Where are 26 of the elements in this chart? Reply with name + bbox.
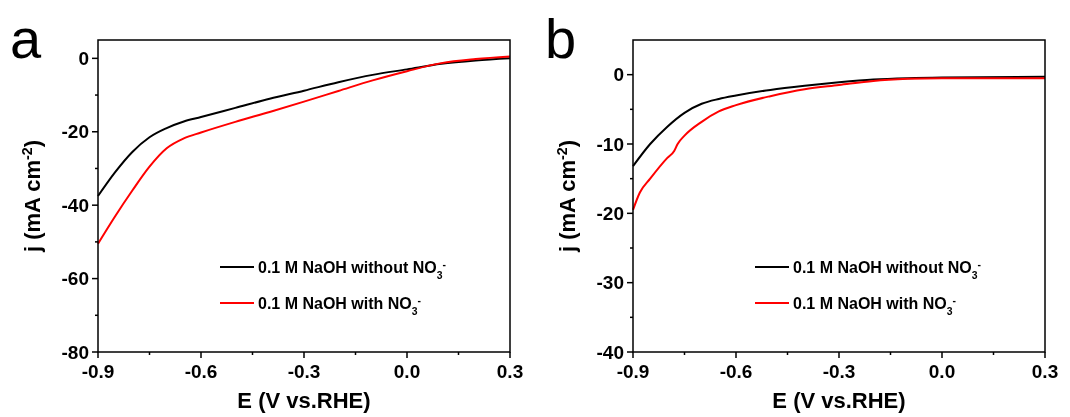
x-tick-label: -0.6	[719, 361, 753, 382]
x-tick-label: -0.9	[616, 361, 650, 382]
chart-title: a	[10, 7, 42, 70]
y-tick-label: -80	[61, 341, 89, 363]
y-tick-label: -40	[596, 341, 624, 363]
x-tick-label: -0.6	[184, 361, 218, 382]
y-tick-label: -20	[61, 121, 89, 143]
x-tick-label: 0.0	[393, 361, 421, 382]
x-tick-label: -0.3	[822, 361, 856, 382]
y-tick-label: -20	[596, 202, 624, 224]
x-tick-label: 0.3	[496, 361, 524, 382]
line-series	[97, 55, 511, 245]
y-tick-label: -60	[61, 268, 89, 290]
x-tick-label: -0.3	[287, 361, 321, 382]
x-tick-label: -0.9	[81, 361, 115, 382]
x-tick-label: 0.0	[928, 361, 956, 382]
x-axis-title: E (V vs.RHE)	[772, 388, 906, 413]
line-series	[632, 77, 1046, 211]
x-tick-label: 0.3	[1031, 361, 1059, 382]
y-tick-label: 0	[613, 64, 624, 86]
chart-title: b	[545, 7, 577, 70]
y-tick-label: -30	[596, 272, 624, 294]
y-tick-label: -10	[596, 133, 624, 155]
y-tick-label: -40	[61, 194, 89, 216]
y-tick-label: 0	[78, 48, 89, 69]
x-axis-title: E (V vs.RHE)	[237, 388, 371, 413]
